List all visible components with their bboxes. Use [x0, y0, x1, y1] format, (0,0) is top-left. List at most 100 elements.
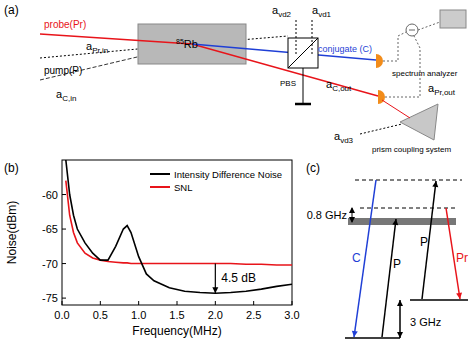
probe-label: probe(Pr) [44, 19, 86, 30]
conjugate-transition-head [352, 331, 358, 337]
splitting-label: 3 GHz [410, 316, 441, 328]
x-tick [292, 301, 293, 305]
legend-label: SNL [174, 182, 192, 193]
probe-transition-head [456, 293, 462, 299]
mode-label: aC,in [56, 88, 76, 103]
dump-beam [303, 68, 304, 104]
mode-label: avd2 [272, 4, 292, 19]
figure: (a) 85Rb PBS spectrum analyzer prism couplin… [0, 0, 474, 363]
vacuum-line [296, 20, 297, 56]
virtual-level [355, 180, 462, 181]
legend-label: Intensity Difference Noise [174, 169, 282, 180]
annotation-label: 4.5 dB [221, 271, 256, 285]
legend-swatch [150, 173, 170, 175]
y-tick [62, 229, 66, 230]
detuning-label: 0.8 GHz [307, 209, 347, 221]
detuning-arrow-head [349, 217, 355, 223]
mode-label: avd1 [312, 4, 332, 19]
cable [383, 32, 406, 61]
pump-transition [382, 219, 396, 337]
annotation-arrow-head [212, 287, 218, 293]
detector [376, 54, 383, 68]
y-tick [62, 263, 66, 264]
y-tick-label: -70 [42, 258, 58, 270]
x-tick [253, 301, 254, 305]
ground-level [345, 337, 400, 339]
subtractor [406, 24, 418, 36]
detuning-arrow-head [349, 207, 355, 213]
pump-label: pump(P) [44, 65, 82, 76]
spectrum-analyzer-label: spectrum analyzer [392, 69, 458, 78]
y-tick-label: -65 [42, 223, 58, 235]
pump-transition-head [392, 219, 398, 225]
mode-sub: vd2 [278, 10, 291, 19]
pbs [288, 38, 318, 68]
beam-dump [295, 103, 311, 106]
plot-frame [62, 160, 292, 305]
conjugate-beam [192, 44, 376, 60]
conjugate-label: conjugate (C) [318, 44, 372, 54]
mode-label: aPr,in [86, 40, 108, 55]
probe-beam [40, 34, 378, 96]
mode-sub: C,in [62, 94, 76, 103]
series-line [66, 181, 292, 265]
panel-label: (a) [4, 3, 19, 17]
mode-sub: C,out [332, 84, 352, 93]
series-line [66, 160, 292, 293]
mode-label: aPr,out [428, 82, 456, 97]
x-tick-label: 3.0 [284, 309, 299, 321]
x-axis-label: Frequency(MHz) [132, 324, 221, 338]
prism-label: prism coupling system [372, 145, 451, 154]
series-group [66, 160, 292, 293]
virtual-level [360, 208, 455, 209]
spectrum-analyzer [440, 10, 466, 28]
x-tick [62, 301, 63, 305]
y-tick-label: -75 [42, 292, 58, 304]
prism [400, 104, 438, 140]
y-axis-label: Noise(dBm) [5, 201, 19, 264]
x-tick-label: 1.5 [169, 309, 184, 321]
mode-sub: Pr,in [92, 46, 108, 55]
x-tick-label: 2.0 [208, 309, 223, 321]
x-tick [177, 301, 178, 305]
mode-sub: vd3 [340, 136, 353, 145]
splitting-arrow-head [397, 300, 403, 306]
cell-label: 85Rb [176, 38, 198, 50]
pbs-diagonal [288, 38, 318, 68]
ground-level [410, 299, 468, 301]
cable [385, 36, 420, 97]
chart: (b) -60 -65 -70 -75 0.0 0.5 1.0 1.5 2.0 2.5 3.0 Freq… [4, 160, 300, 338]
y-tick-label: -60 [42, 189, 58, 201]
probe-to-prism [382, 100, 410, 118]
detector [378, 90, 385, 104]
x-tick [215, 301, 216, 305]
transition-label: P [420, 235, 428, 249]
x-tick-label: 0.0 [54, 309, 69, 321]
mode-sub: Pr,out [434, 88, 456, 97]
cell-main: Rb [184, 38, 198, 50]
panel-label: (b) [4, 161, 19, 175]
pbs-label: PBS [280, 79, 296, 88]
x-tick-label: 1.0 [131, 309, 146, 321]
x-tick [138, 301, 139, 305]
y-tick [62, 194, 66, 195]
excited-band [348, 218, 456, 225]
mode-label: avd3 [334, 130, 354, 145]
rb-cell [138, 24, 246, 64]
x-tick-label: 2.5 [246, 309, 261, 321]
mode-label: aC,out [326, 78, 352, 93]
vacuum-line [360, 124, 402, 134]
legend-swatch [150, 186, 170, 188]
x-tick [100, 301, 101, 305]
transition-label: Pr [456, 251, 468, 265]
cable [418, 22, 440, 30]
transition-label: P [393, 257, 401, 271]
vacuum-line [312, 20, 313, 56]
transition-label: C [352, 251, 361, 265]
pump-transition-head [432, 181, 438, 187]
cell-sup: 85 [176, 38, 184, 45]
splitting-arrow-head [397, 332, 403, 338]
subtractor-sign [409, 30, 415, 31]
panel-label: (c) [306, 161, 320, 175]
x-tick-label: 0.5 [93, 309, 108, 321]
